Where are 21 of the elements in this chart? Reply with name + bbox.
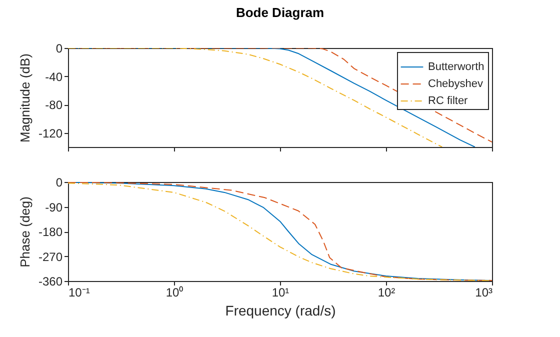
x-tick-label: 10⁻¹ — [68, 286, 90, 300]
legend-label: Butterworth — [428, 61, 484, 73]
y-tick-label: -180 — [38, 225, 63, 239]
x-tick-label: 10² — [378, 286, 396, 300]
x-tick-label: 10¹ — [272, 286, 290, 300]
y-tick-label: -80 — [45, 98, 63, 112]
x-tick-label: 10³ — [475, 286, 493, 300]
legend-label: RC filter — [428, 95, 468, 107]
y-tick-label: -270 — [38, 250, 63, 264]
x-axis-title: Frequency (rad/s) — [225, 302, 336, 318]
legend-label: Chebyshev — [428, 78, 484, 90]
y-axis-title: Phase (deg) — [17, 196, 32, 268]
y-tick-label: -120 — [38, 126, 63, 140]
y-tick-label: -90 — [45, 200, 63, 214]
y-tick-label: -360 — [38, 274, 63, 288]
y-tick-label: -40 — [45, 70, 63, 84]
y-tick-label: 0 — [56, 42, 63, 56]
x-tick-label: 10⁰ — [166, 286, 184, 300]
y-tick-label: 0 — [56, 176, 63, 190]
y-axis-title: Magnitude (dB) — [17, 54, 32, 142]
chart-title: Bode Diagram — [236, 5, 324, 20]
